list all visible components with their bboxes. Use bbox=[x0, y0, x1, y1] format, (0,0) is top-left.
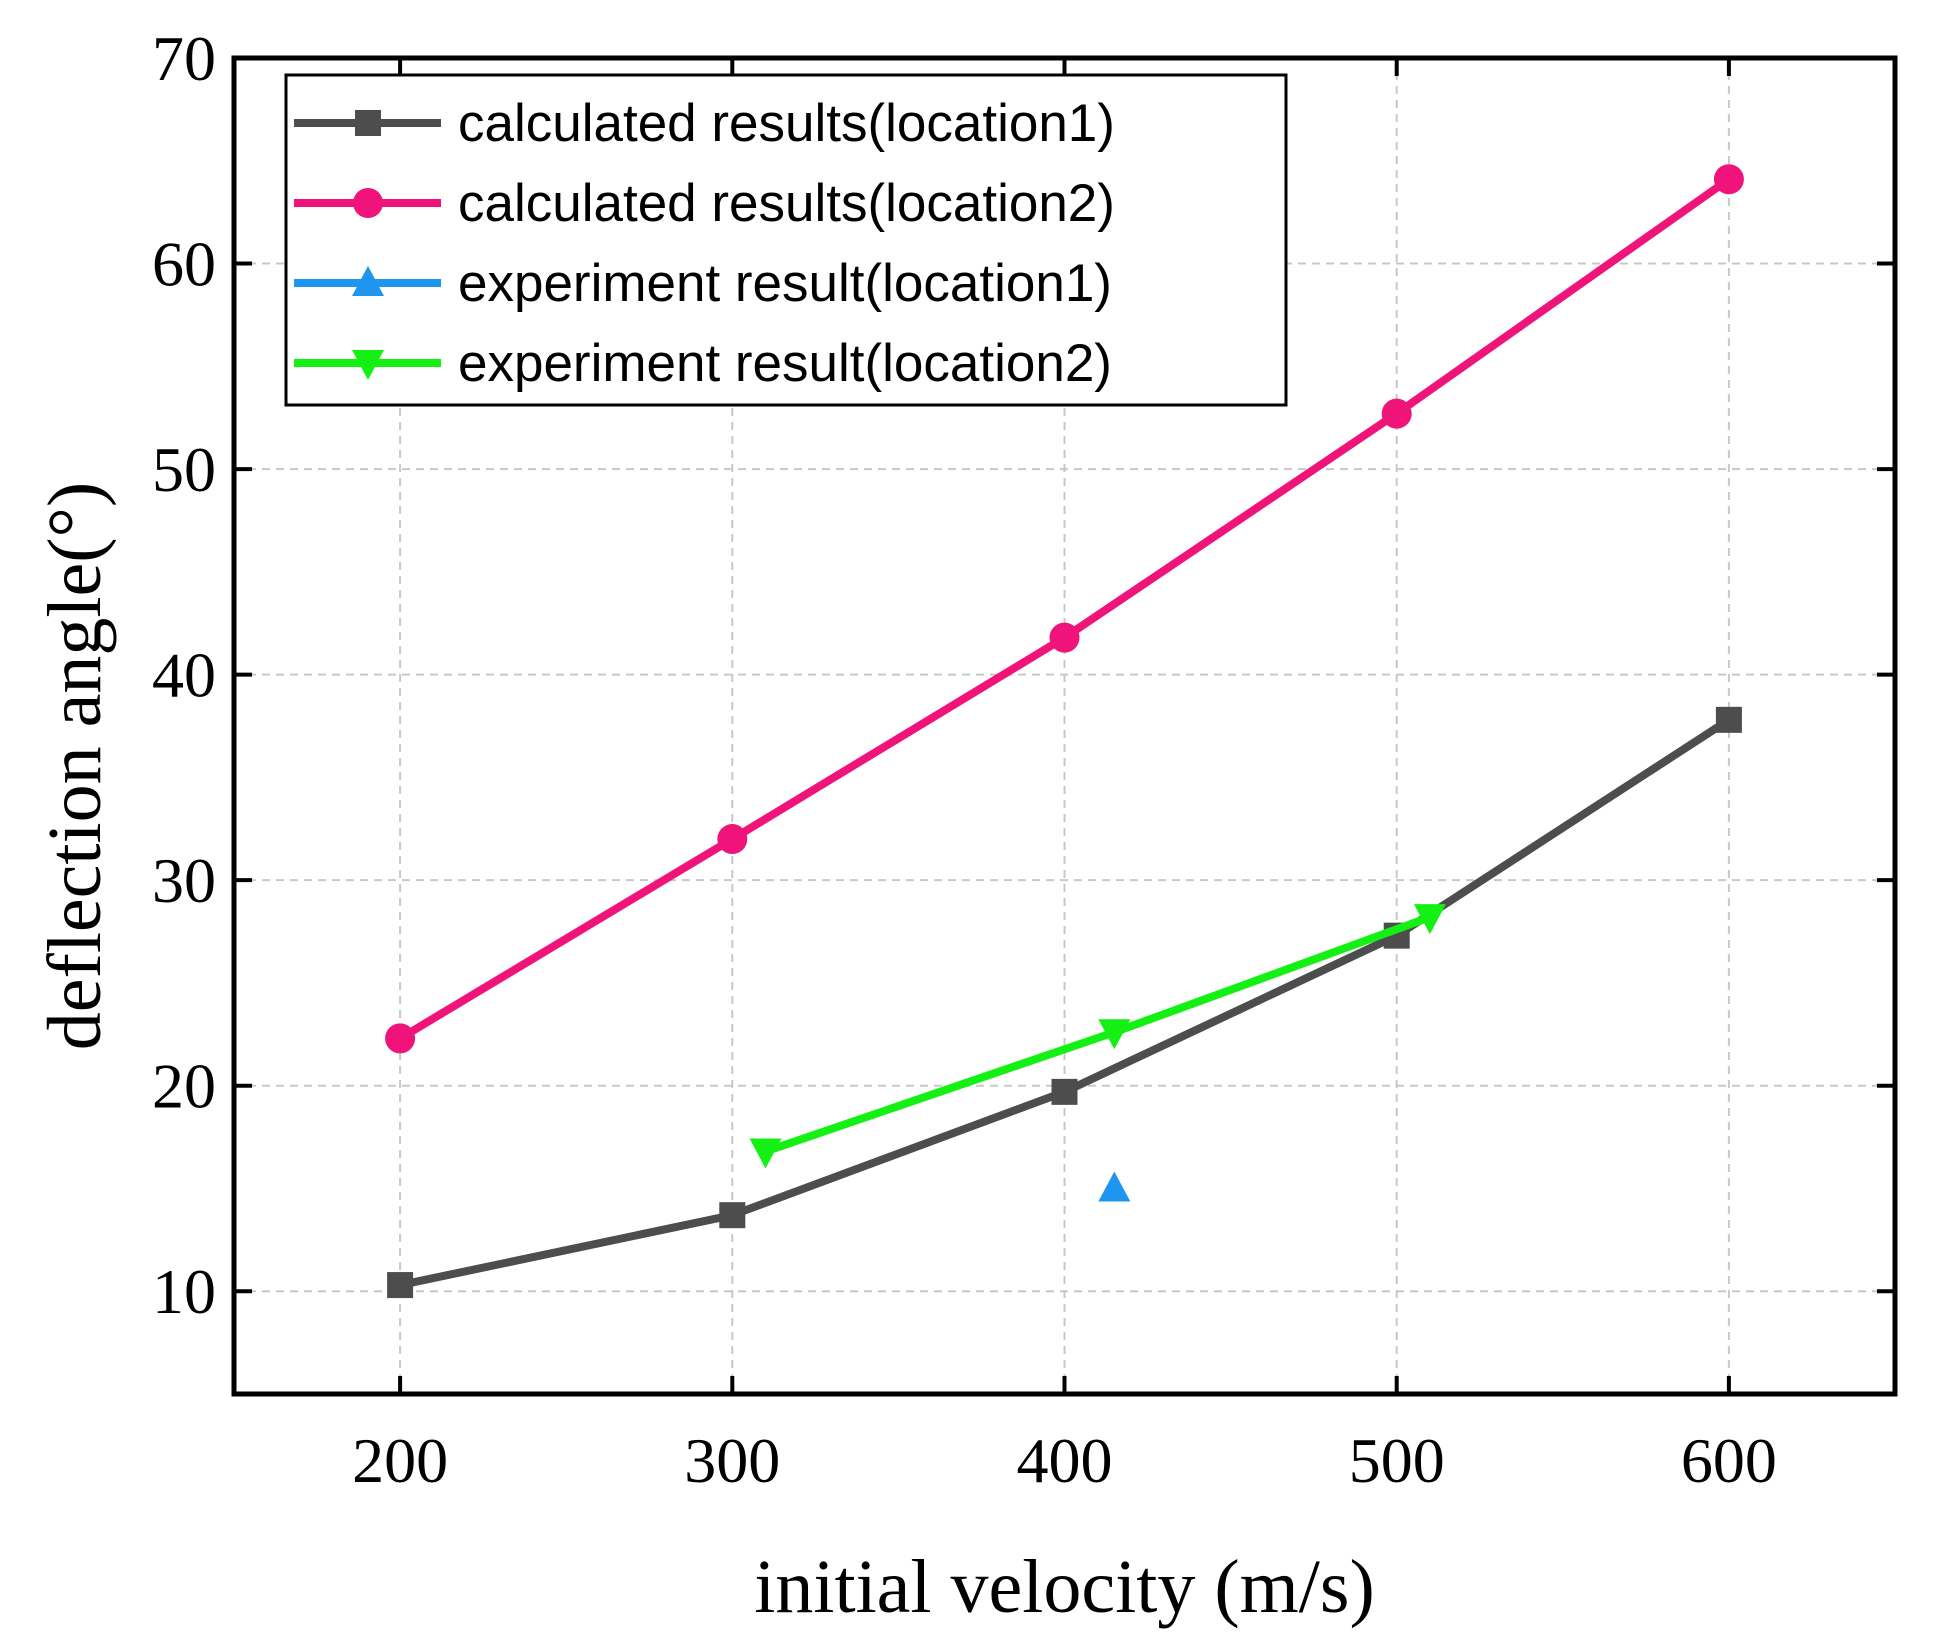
x-tick-label: 300 bbox=[684, 1425, 780, 1496]
y-tick-label: 60 bbox=[152, 229, 216, 300]
legend-marker bbox=[353, 188, 383, 218]
legend-label: calculated results(location2) bbox=[458, 174, 1115, 233]
y-tick-label: 70 bbox=[152, 23, 216, 94]
data-point bbox=[1715, 706, 1742, 733]
x-tick-label: 400 bbox=[1017, 1425, 1113, 1496]
legend-marker bbox=[352, 266, 384, 296]
legend-label: experiment result(location2) bbox=[458, 334, 1112, 393]
data-point bbox=[387, 1272, 414, 1299]
y-tick-label: 10 bbox=[152, 1256, 216, 1327]
y-tick-label: 20 bbox=[152, 1051, 216, 1122]
y-axis-title: deflection angle(°) bbox=[33, 482, 117, 1050]
legend-label: experiment result(location1) bbox=[458, 254, 1112, 313]
y-tick-label: 40 bbox=[152, 640, 216, 711]
series-2 bbox=[385, 164, 1744, 1054]
data-point bbox=[1051, 1078, 1078, 1105]
legend-box bbox=[284, 73, 1288, 407]
legend-marker bbox=[355, 110, 381, 136]
x-tick-label: 200 bbox=[352, 1425, 448, 1496]
data-point bbox=[1713, 164, 1744, 195]
series-3 bbox=[1098, 1171, 1131, 1202]
data-point bbox=[749, 1138, 782, 1169]
series-1 bbox=[387, 706, 1742, 1299]
y-tick-label: 30 bbox=[152, 845, 216, 916]
data-point bbox=[717, 824, 748, 855]
legend: calculated results(location1) calculated … bbox=[284, 73, 1288, 407]
data-point bbox=[1098, 1171, 1131, 1202]
data-point bbox=[1098, 1019, 1131, 1050]
data-point bbox=[1381, 398, 1412, 429]
series-line bbox=[764, 913, 1432, 1156]
legend-label: calculated results(location1) bbox=[458, 94, 1115, 153]
x-axis-title: initial velocity (m/s) bbox=[754, 1545, 1375, 1629]
plot-series bbox=[385, 164, 1744, 1299]
x-tick-label: 500 bbox=[1349, 1425, 1445, 1496]
series-4 bbox=[749, 904, 1446, 1169]
data-point bbox=[385, 1023, 416, 1054]
data-point bbox=[719, 1202, 746, 1229]
data-point bbox=[1049, 622, 1080, 653]
data-point bbox=[1413, 904, 1446, 935]
x-tick-label: 600 bbox=[1681, 1425, 1777, 1496]
y-tick-label: 50 bbox=[152, 434, 216, 505]
legend-marker bbox=[352, 350, 384, 380]
axis-ticks: 200 300 400 500 600 10 20 30 40 50 60 70 bbox=[152, 23, 1895, 1496]
